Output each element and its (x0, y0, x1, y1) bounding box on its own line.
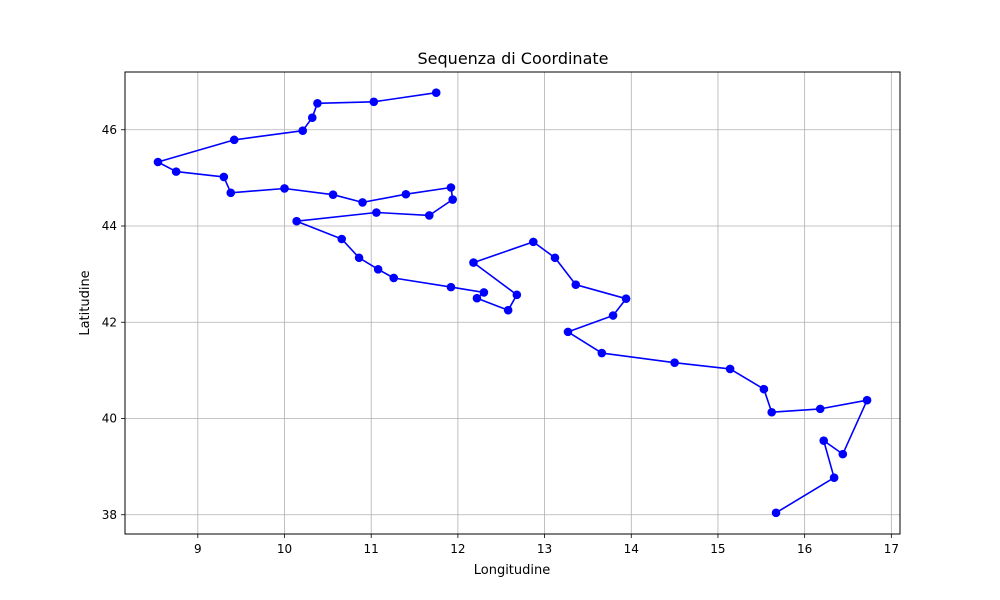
series-layer (153, 88, 872, 518)
x-tick-label: 15 (710, 542, 725, 556)
data-point (431, 88, 441, 97)
data-point (354, 253, 364, 263)
data-point (401, 189, 411, 199)
grid (125, 72, 900, 534)
x-axis-label: Longitudine (474, 563, 551, 578)
data-point (725, 364, 735, 374)
plot-frame (124, 71, 901, 535)
data-point (226, 188, 236, 198)
data-point (571, 280, 581, 290)
y-tick-label: 38 (102, 508, 117, 522)
data-point (512, 290, 522, 300)
data-point (307, 113, 317, 123)
data-point (550, 253, 560, 263)
data-point (670, 358, 679, 367)
x-tick-label: 10 (277, 542, 292, 556)
data-point (446, 183, 456, 192)
data-point (621, 294, 631, 303)
data-point (479, 288, 489, 297)
data-point (503, 305, 513, 315)
data-point (862, 395, 872, 405)
x-tick-label: 14 (624, 542, 639, 556)
y-axis-label: Latitudine (78, 270, 93, 335)
data-point (337, 234, 347, 244)
data-point (819, 436, 829, 445)
data-point (153, 157, 163, 167)
data-point (472, 293, 482, 303)
data-point (838, 449, 848, 459)
data-point (448, 195, 457, 204)
ticks: 9 10 11 12 13 14 15 16 17 38 40 42 44 46 (102, 123, 899, 556)
data-point (424, 211, 434, 220)
data-point (469, 258, 478, 267)
x-tick-label: 11 (364, 542, 379, 556)
x-tick-label: 13 (537, 542, 552, 556)
data-point (372, 208, 381, 217)
data-point (373, 265, 383, 274)
data-point (529, 237, 538, 247)
x-tick-label: 16 (797, 542, 812, 556)
data-point (767, 407, 777, 417)
data-point (771, 508, 781, 518)
y-tick-label: 44 (102, 219, 117, 233)
series-line (157, 91, 868, 514)
data-point (280, 184, 289, 193)
y-tick-label: 40 (102, 412, 117, 426)
x-tick-label: 12 (450, 542, 465, 556)
data-point (229, 135, 239, 145)
data-point (313, 98, 322, 108)
data-point (608, 311, 618, 320)
data-point (369, 97, 379, 107)
data-point (563, 327, 573, 337)
data-point (298, 126, 308, 136)
data-point (815, 404, 825, 414)
data-point (759, 384, 769, 394)
x-tick-label: 9 (194, 542, 202, 556)
x-tick-label: 17 (884, 542, 899, 556)
data-point (171, 167, 181, 176)
chart-title: Sequenza di Coordinate (418, 49, 609, 68)
data-point (219, 172, 229, 182)
data-point (446, 282, 456, 292)
data-point (358, 198, 367, 207)
data-point (389, 273, 399, 283)
y-tick-label: 46 (102, 123, 117, 137)
y-tick-label: 42 (102, 315, 117, 329)
data-point (292, 216, 301, 226)
data-point (328, 190, 338, 200)
data-point (597, 348, 607, 358)
data-point (829, 473, 839, 482)
